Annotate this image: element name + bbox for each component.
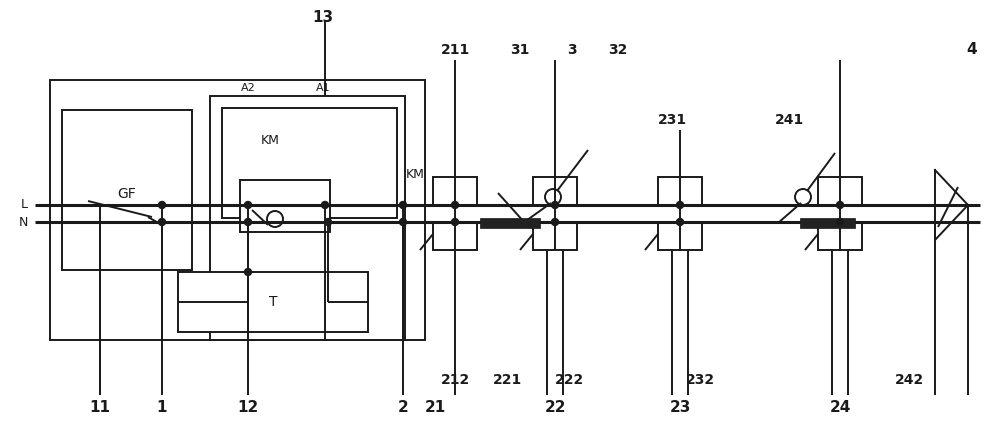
- Bar: [240, 180, 330, 232]
- Circle shape: [244, 218, 252, 225]
- Text: 211: 211: [440, 43, 470, 57]
- Text: 12: 12: [237, 400, 259, 415]
- Bar: [818, 222, 862, 250]
- Text: 31: 31: [510, 43, 530, 57]
- Text: 24: 24: [829, 400, 851, 415]
- Text: A1: A1: [316, 83, 330, 93]
- Text: 3: 3: [567, 43, 577, 57]
- Text: 21: 21: [424, 400, 446, 415]
- Text: 231: 231: [657, 113, 687, 127]
- Text: T: T: [269, 295, 277, 309]
- Circle shape: [452, 202, 458, 209]
- Circle shape: [836, 218, 844, 225]
- Circle shape: [400, 218, 406, 225]
- Bar: [433, 177, 477, 205]
- Text: KM: KM: [406, 169, 424, 181]
- Circle shape: [158, 202, 166, 209]
- Circle shape: [676, 218, 684, 225]
- Text: 232: 232: [685, 373, 715, 387]
- Circle shape: [836, 202, 844, 209]
- Text: 241: 241: [775, 113, 805, 127]
- Text: 13: 13: [312, 10, 334, 25]
- Bar: [658, 177, 702, 205]
- Bar: [222, 108, 397, 218]
- Text: 32: 32: [608, 43, 628, 57]
- Text: 2: 2: [398, 400, 408, 415]
- Bar: [818, 177, 862, 205]
- Text: 242: 242: [895, 373, 925, 387]
- Circle shape: [244, 202, 252, 209]
- Text: 221: 221: [493, 373, 523, 387]
- Text: N: N: [19, 215, 28, 228]
- Circle shape: [158, 218, 166, 225]
- Text: 212: 212: [440, 373, 470, 387]
- Text: A2: A2: [241, 83, 255, 93]
- Bar: [62, 110, 192, 270]
- Text: 1: 1: [157, 400, 167, 415]
- Circle shape: [244, 268, 252, 276]
- Text: 11: 11: [90, 400, 110, 415]
- Text: L: L: [21, 199, 28, 212]
- Circle shape: [552, 218, 558, 225]
- Bar: [658, 222, 702, 250]
- Text: 222: 222: [555, 373, 585, 387]
- Bar: [480, 218, 540, 228]
- Text: 4: 4: [967, 43, 977, 58]
- Bar: [533, 222, 577, 250]
- Bar: [433, 222, 477, 250]
- Bar: [178, 272, 368, 332]
- Text: GF: GF: [118, 187, 136, 201]
- Bar: [50, 80, 425, 340]
- Text: KM: KM: [261, 133, 279, 147]
- Circle shape: [400, 202, 406, 209]
- Circle shape: [676, 202, 684, 209]
- Circle shape: [324, 218, 332, 225]
- Text: 22: 22: [544, 400, 566, 415]
- Bar: [210, 96, 405, 340]
- Circle shape: [322, 202, 328, 209]
- Bar: [533, 177, 577, 205]
- Circle shape: [552, 202, 558, 209]
- Circle shape: [452, 218, 458, 225]
- Text: 23: 23: [669, 400, 691, 415]
- Bar: [800, 218, 855, 228]
